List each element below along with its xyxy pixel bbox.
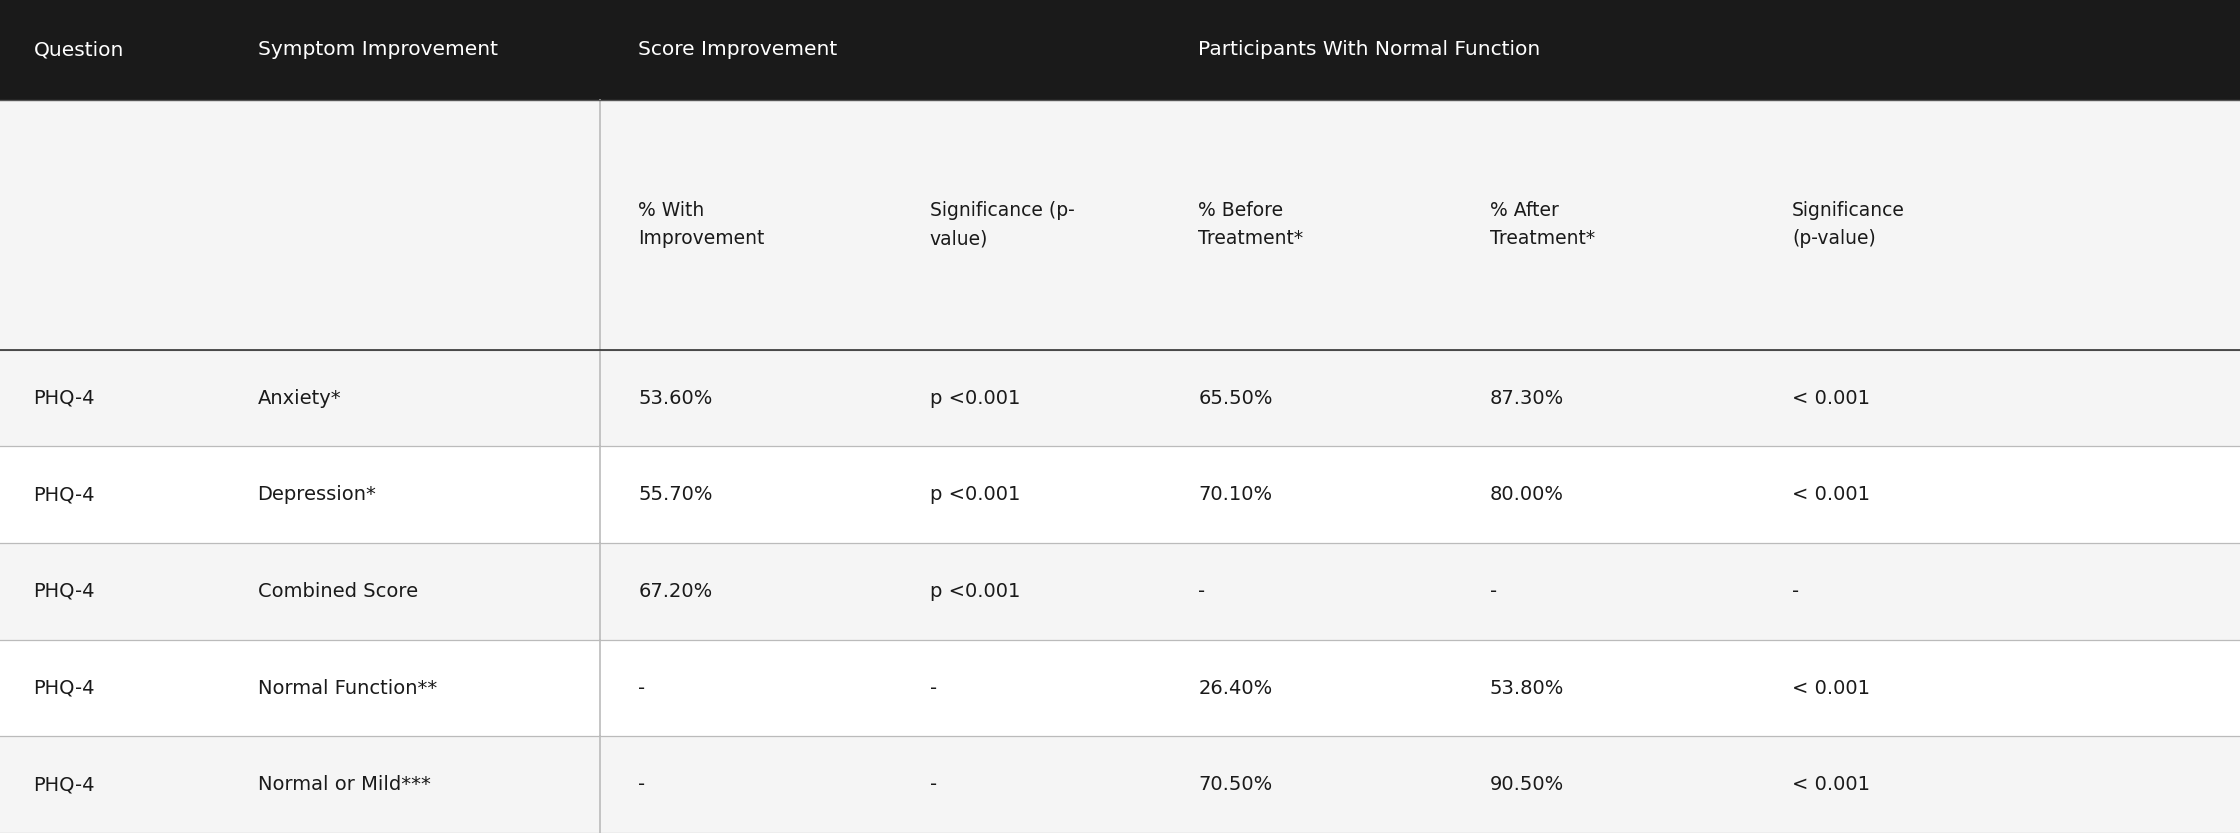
- Text: 87.30%: 87.30%: [1490, 389, 1564, 407]
- Text: PHQ-4: PHQ-4: [34, 776, 94, 794]
- Text: 65.50%: 65.50%: [1198, 389, 1272, 407]
- Text: -: -: [1490, 582, 1496, 601]
- Text: -: -: [1792, 582, 1799, 601]
- Text: Normal or Mild***: Normal or Mild***: [258, 776, 430, 794]
- Bar: [0, 446, 2240, 543]
- Bar: [0, 543, 2240, 640]
- Text: Question: Question: [34, 41, 123, 59]
- Text: Participants With Normal Function: Participants With Normal Function: [1198, 41, 1541, 59]
- Text: PHQ-4: PHQ-4: [34, 389, 94, 407]
- Text: Significance
(p-value): Significance (p-value): [1792, 202, 1904, 248]
- Text: Combined Score: Combined Score: [258, 582, 417, 601]
- Bar: [0, 100, 2240, 350]
- Bar: [0, 350, 2240, 446]
- Text: p <0.001: p <0.001: [930, 486, 1019, 504]
- Text: -: -: [1198, 582, 1205, 601]
- Text: Normal Function**: Normal Function**: [258, 679, 437, 697]
- Text: Symptom Improvement: Symptom Improvement: [258, 41, 497, 59]
- Text: < 0.001: < 0.001: [1792, 389, 1870, 407]
- Text: -: -: [930, 776, 936, 794]
- Text: Score Improvement: Score Improvement: [638, 41, 838, 59]
- Text: PHQ-4: PHQ-4: [34, 582, 94, 601]
- Text: -: -: [638, 776, 645, 794]
- Text: -: -: [638, 679, 645, 697]
- Text: -: -: [930, 679, 936, 697]
- Bar: [0, 0, 2240, 100]
- Text: 55.70%: 55.70%: [638, 486, 712, 504]
- Text: < 0.001: < 0.001: [1792, 486, 1870, 504]
- Text: Depression*: Depression*: [258, 486, 376, 504]
- Text: 90.50%: 90.50%: [1490, 776, 1564, 794]
- Text: < 0.001: < 0.001: [1792, 776, 1870, 794]
- Text: 53.60%: 53.60%: [638, 389, 712, 407]
- Text: < 0.001: < 0.001: [1792, 679, 1870, 697]
- Bar: [0, 736, 2240, 833]
- Text: % With
Improvement: % With Improvement: [638, 202, 764, 248]
- Text: 70.10%: 70.10%: [1198, 486, 1272, 504]
- Text: PHQ-4: PHQ-4: [34, 486, 94, 504]
- Text: p <0.001: p <0.001: [930, 582, 1019, 601]
- Text: % Before
Treatment*: % Before Treatment*: [1198, 202, 1304, 248]
- Text: % After
Treatment*: % After Treatment*: [1490, 202, 1595, 248]
- Text: 67.20%: 67.20%: [638, 582, 712, 601]
- Text: p <0.001: p <0.001: [930, 389, 1019, 407]
- Text: 53.80%: 53.80%: [1490, 679, 1564, 697]
- Text: 26.40%: 26.40%: [1198, 679, 1272, 697]
- Bar: [0, 640, 2240, 736]
- Text: PHQ-4: PHQ-4: [34, 679, 94, 697]
- Text: Significance (p-
value): Significance (p- value): [930, 202, 1075, 248]
- Text: Anxiety*: Anxiety*: [258, 389, 340, 407]
- Text: 80.00%: 80.00%: [1490, 486, 1564, 504]
- Text: 70.50%: 70.50%: [1198, 776, 1272, 794]
